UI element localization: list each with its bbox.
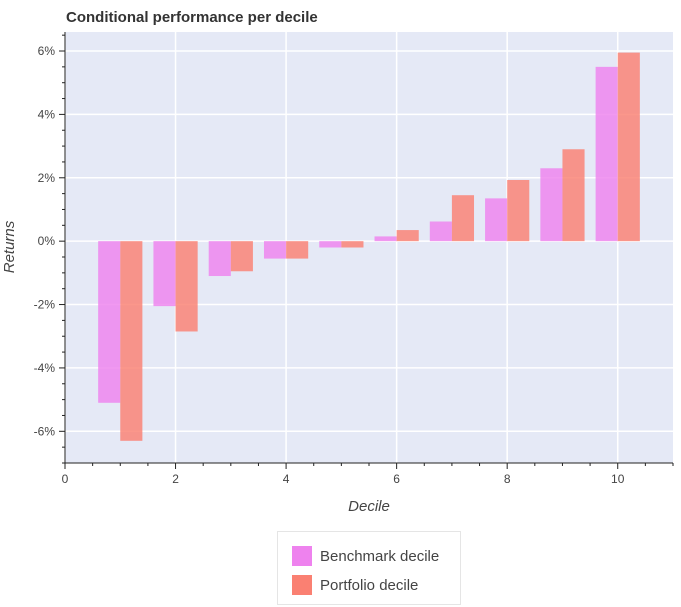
x-tick-label: 4: [283, 472, 290, 486]
y-tick-label: -2%: [34, 298, 56, 312]
x-tick-label: 6: [393, 472, 400, 486]
y-tick-label: -6%: [34, 424, 56, 438]
legend-item-benchmark[interactable]: Benchmark decile: [292, 546, 439, 566]
bar-portfolio: [120, 241, 143, 441]
axes: 0 2 4 6 8 10 -6% -4% -2% 0% 2% 4% 6%: [34, 32, 674, 486]
x-tick-label: 2: [172, 472, 179, 486]
bar-benchmark: [540, 168, 563, 242]
bar-portfolio: [617, 52, 640, 242]
y-tick-label: 0%: [38, 234, 56, 248]
bar-benchmark: [153, 241, 176, 307]
bar-portfolio: [230, 241, 253, 272]
bar-portfolio: [341, 241, 364, 248]
legend-item-portfolio[interactable]: Portfolio decile: [292, 575, 418, 595]
bar-benchmark: [208, 241, 231, 277]
y-axis-label: Returns: [1, 220, 18, 273]
legend-label-benchmark: Benchmark decile: [320, 547, 440, 565]
bar-portfolio: [286, 241, 309, 259]
bar-benchmark: [429, 221, 452, 242]
y-tick-label: 2%: [38, 171, 56, 185]
chart-title: Conditional performance per decile: [66, 9, 318, 26]
bar-benchmark: [485, 198, 508, 242]
bar-portfolio: [396, 230, 419, 242]
bar-benchmark: [263, 241, 287, 259]
x-tick-label: 10: [611, 472, 625, 486]
bar-portfolio: [562, 149, 585, 242]
bar-benchmark: [98, 241, 121, 403]
bar-portfolio: [507, 179, 530, 242]
legend-swatch-benchmark: [292, 546, 312, 566]
y-tick-label: 6%: [38, 44, 56, 58]
legend-label-portfolio: Portfolio decile: [320, 576, 419, 594]
legend-swatch-portfolio: [292, 575, 312, 595]
legend: Benchmark decile Portfolio decile: [277, 531, 461, 605]
bar-benchmark: [374, 236, 397, 242]
x-axis-label: Decile: [348, 498, 390, 515]
bar-portfolio: [175, 241, 198, 332]
bars: [98, 52, 640, 441]
y-tick-label: -4%: [34, 361, 56, 375]
y-tick-label: 4%: [38, 107, 56, 121]
bar-benchmark: [319, 241, 342, 248]
bar-benchmark: [595, 66, 618, 242]
x-tick-label: 8: [504, 472, 511, 486]
x-tick-label: 0: [62, 472, 69, 486]
bar-portfolio: [451, 195, 475, 242]
